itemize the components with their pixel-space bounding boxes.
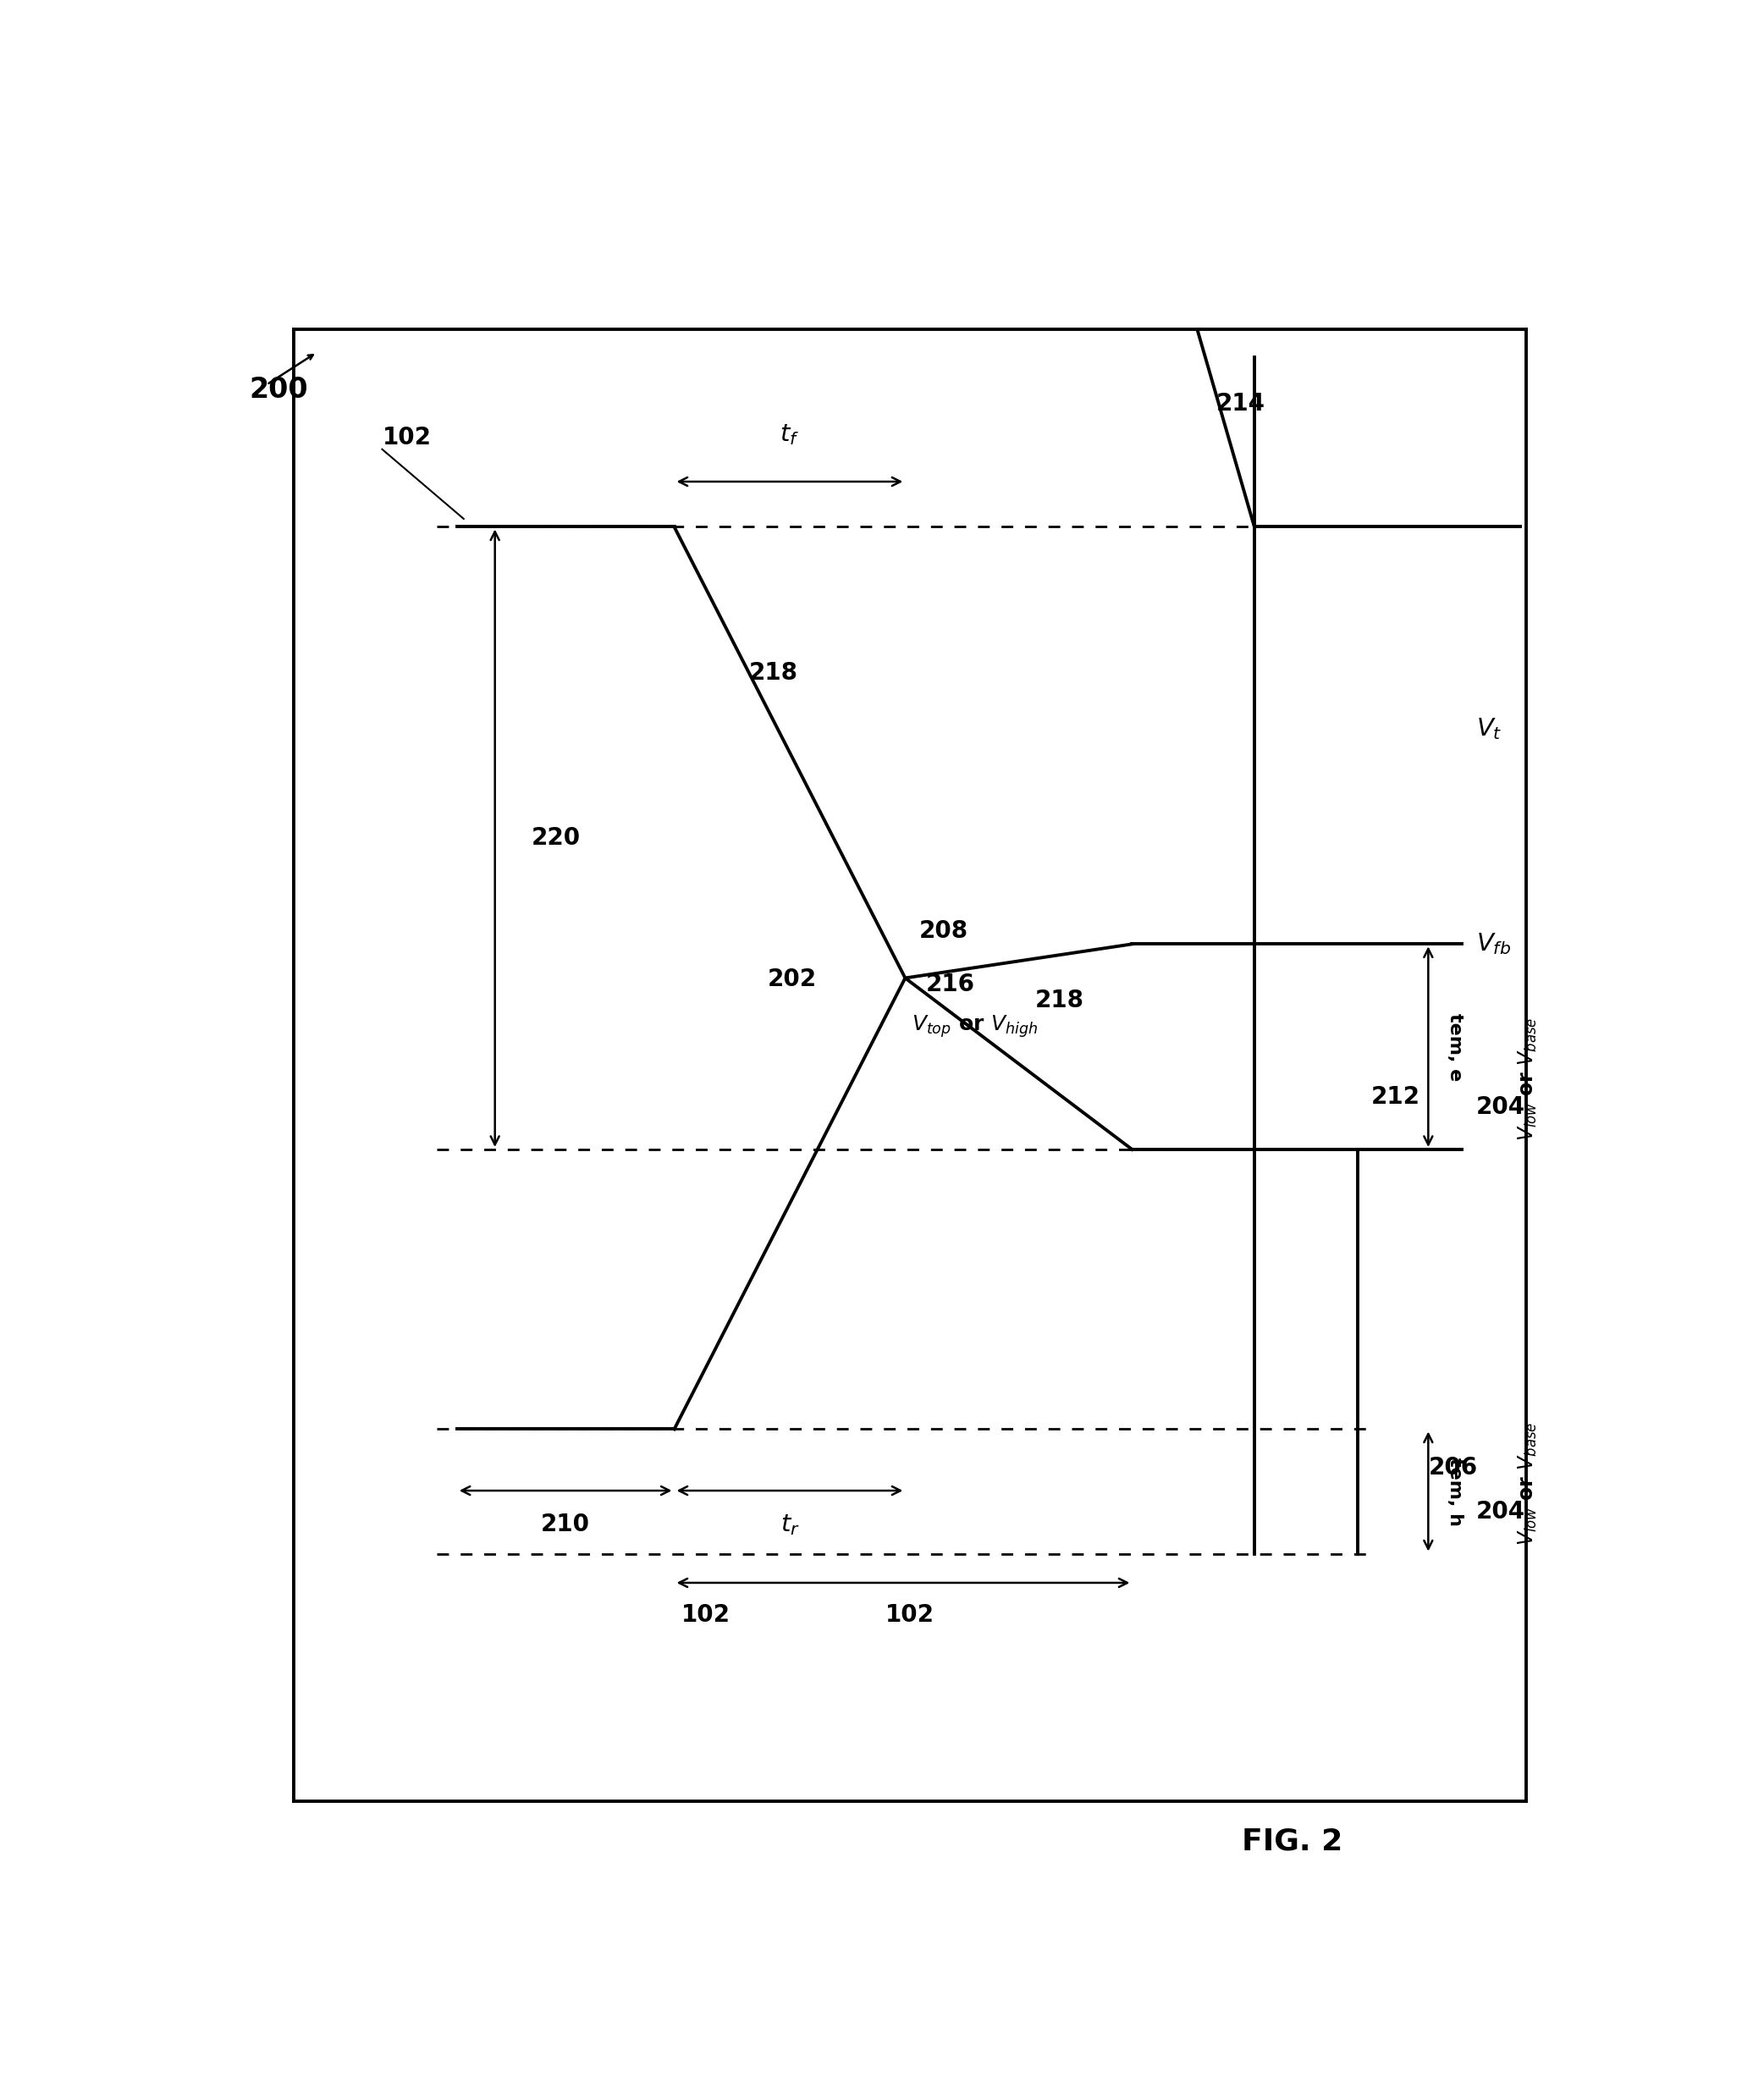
Text: 208: 208 [919,920,968,943]
Text: 102: 102 [680,1602,731,1628]
Text: 204: 204 [1476,1096,1525,1119]
Text: 218: 218 [1034,989,1083,1012]
Text: 102: 102 [885,1602,934,1628]
Text: 206: 206 [1429,1455,1478,1480]
Text: $V_{fb}$: $V_{fb}$ [1476,932,1511,958]
Text: tem, h: tem, h [1446,1457,1464,1527]
Text: 212: 212 [1371,1086,1420,1109]
Text: $V_{top}$ or $V_{high}$: $V_{top}$ or $V_{high}$ [912,1014,1038,1039]
Text: FIG. 2: FIG. 2 [1241,1827,1343,1856]
Text: 204: 204 [1476,1499,1525,1522]
Text: 202: 202 [768,968,817,991]
Text: $V_{low}$ or $V_{base}$: $V_{low}$ or $V_{base}$ [1516,1018,1539,1140]
Text: 210: 210 [542,1512,591,1535]
Text: $V_{low}$ or $V_{base}$: $V_{low}$ or $V_{base}$ [1516,1422,1539,1546]
Text: tem, e: tem, e [1446,1012,1464,1082]
Text: $t_f$: $t_f$ [780,422,799,447]
Text: $t_r$: $t_r$ [780,1512,799,1537]
Text: 218: 218 [749,662,798,685]
Text: 200: 200 [249,376,309,403]
Text: 102: 102 [382,426,431,449]
Text: 220: 220 [531,825,580,851]
Text: 214: 214 [1217,393,1266,416]
Text: 216: 216 [926,972,975,995]
Text: $V_t$: $V_t$ [1476,716,1502,741]
